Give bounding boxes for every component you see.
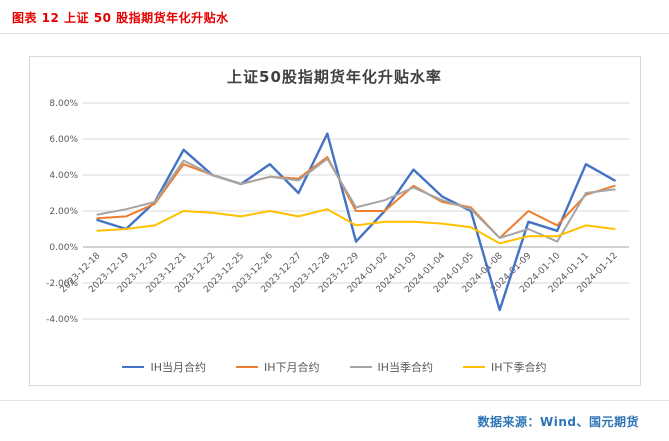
- series-line-1: [95, 156, 616, 239]
- legend-label: IH下季合约: [491, 361, 547, 374]
- data-source-text: 数据来源：Wind、国元期货: [477, 415, 639, 429]
- series-line-0: [95, 132, 616, 312]
- chart-title: 上证50股指期货年化升贴水率: [227, 68, 442, 86]
- y-tick-label: 0.00%: [49, 243, 78, 253]
- y-tick-label: -2.00%: [46, 279, 78, 289]
- legend-label: IH当月合约: [150, 361, 206, 374]
- series-line-2: [95, 157, 616, 243]
- plot-svg: 8.00%6.00%4.00%2.00%0.00%-2.00%-4.00%202…: [46, 99, 629, 325]
- y-tick-label: 6.00%: [49, 135, 78, 145]
- footer: 数据来源：Wind、国元期货: [0, 400, 669, 430]
- legend-item-ih-next-month: IH下月合约: [235, 359, 320, 375]
- y-tick-label: 4.00%: [49, 171, 78, 181]
- legend-item-ih-current-quarter: IH当季合约: [349, 359, 434, 375]
- legend-item-ih-next-quarter: IH下季合约: [463, 359, 547, 375]
- y-tick-label: -4.00%: [46, 315, 78, 325]
- chart-legend: IH当月合约 IH下月合约 IH当季合约 IH下季合约: [30, 359, 640, 381]
- legend-item-ih-current-month: IH当月合约: [122, 359, 206, 375]
- legend-line-marker: [122, 366, 145, 368]
- legend-label: IH下月合约: [263, 361, 320, 374]
- legend-line-marker: [235, 366, 258, 368]
- legend-line-marker: [463, 366, 486, 368]
- y-tick-label: 8.00%: [49, 99, 78, 109]
- series-line-3: [95, 208, 616, 245]
- legend-label: IH当季合约: [377, 361, 434, 374]
- figure-caption: 图表 12 上证 50 股指期货年化升贴水: [0, 0, 669, 34]
- y-tick-label: 2.00%: [49, 207, 78, 217]
- chart-card: 上证50股指期货年化升贴水率 8.00% 6.00% 4.00% 2.00% 0.00%…: [28, 56, 641, 386]
- legend-line-marker: [349, 366, 372, 368]
